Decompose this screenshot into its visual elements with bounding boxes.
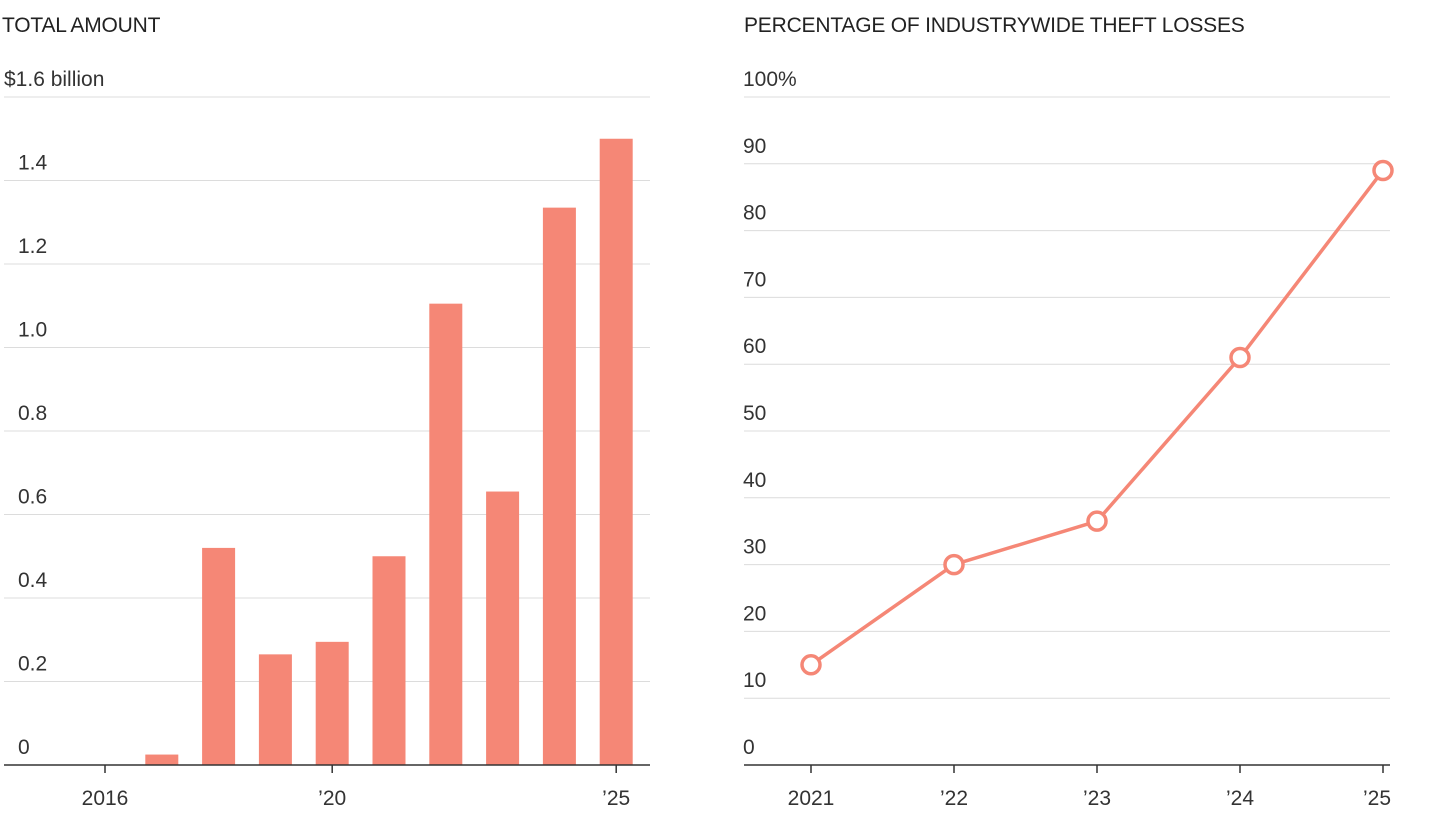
y-tick-label: 30 (743, 536, 766, 559)
x-tick-label: ’24 (1226, 787, 1254, 810)
y-tick-label: 20 (743, 602, 766, 625)
y-tick-label: 0 (18, 736, 30, 759)
point-2023 (1086, 510, 1108, 532)
y-tick-label: 90 (743, 135, 766, 158)
y-tick-label: 1.4 (18, 152, 48, 175)
y-tick-label: 0 (743, 736, 755, 759)
right-chart-title: PERCENTAGE OF INDUSTRYWIDE THEFT LOSSES (744, 14, 1245, 37)
bar-2023 (486, 491, 520, 765)
bar-chart-total-amount: 0 0.2 0.4 0.6 0.8 1.0 1.2 1.4 $1.6 billion 2016 ’2… (4, 68, 650, 810)
point-2021 (800, 654, 822, 676)
x-tick-label: 2016 (82, 787, 129, 810)
point-2022 (943, 553, 965, 576)
bar-2024 (542, 207, 576, 765)
point-2024 (1229, 346, 1251, 369)
bar-2021 (372, 556, 406, 765)
y-tick-label: 0.6 (18, 486, 47, 509)
y-tick-label: 0.2 (18, 653, 47, 676)
x-tick-label: ’23 (1083, 787, 1111, 810)
x-tick-label: ’20 (318, 787, 346, 810)
y-tick-label: 1.0 (18, 319, 47, 342)
point-2025 (1372, 159, 1394, 182)
bar-2018 (202, 547, 236, 765)
y-tick-label: 0.8 (18, 402, 47, 425)
bar-2020 (315, 641, 349, 765)
y-tick-label: 50 (743, 402, 766, 425)
y-tick-label: 1.2 (18, 235, 47, 258)
bar-2022 (429, 303, 463, 765)
y-tick-label: 70 (743, 268, 766, 291)
y-tick-label: 40 (743, 469, 766, 492)
x-tick-label: ’25 (1363, 787, 1391, 810)
y-tick-label: 0.4 (18, 569, 48, 592)
bar-2019 (258, 654, 292, 765)
x-tick-label: ’22 (940, 787, 968, 810)
bar-2025 (599, 138, 633, 765)
y-tick-label: 80 (743, 202, 766, 225)
series-line (809, 169, 1385, 667)
bar-2017 (145, 754, 179, 765)
y-tick-label: 10 (743, 669, 766, 692)
x-tick-label: 2021 (788, 787, 835, 810)
y-tick-label: 100% (743, 68, 797, 91)
left-chart-title: TOTAL AMOUNT (2, 14, 161, 37)
y-tick-label: $1.6 billion (4, 68, 104, 91)
y-tick-label: 60 (743, 335, 766, 358)
x-tick-label: ’25 (602, 787, 630, 810)
